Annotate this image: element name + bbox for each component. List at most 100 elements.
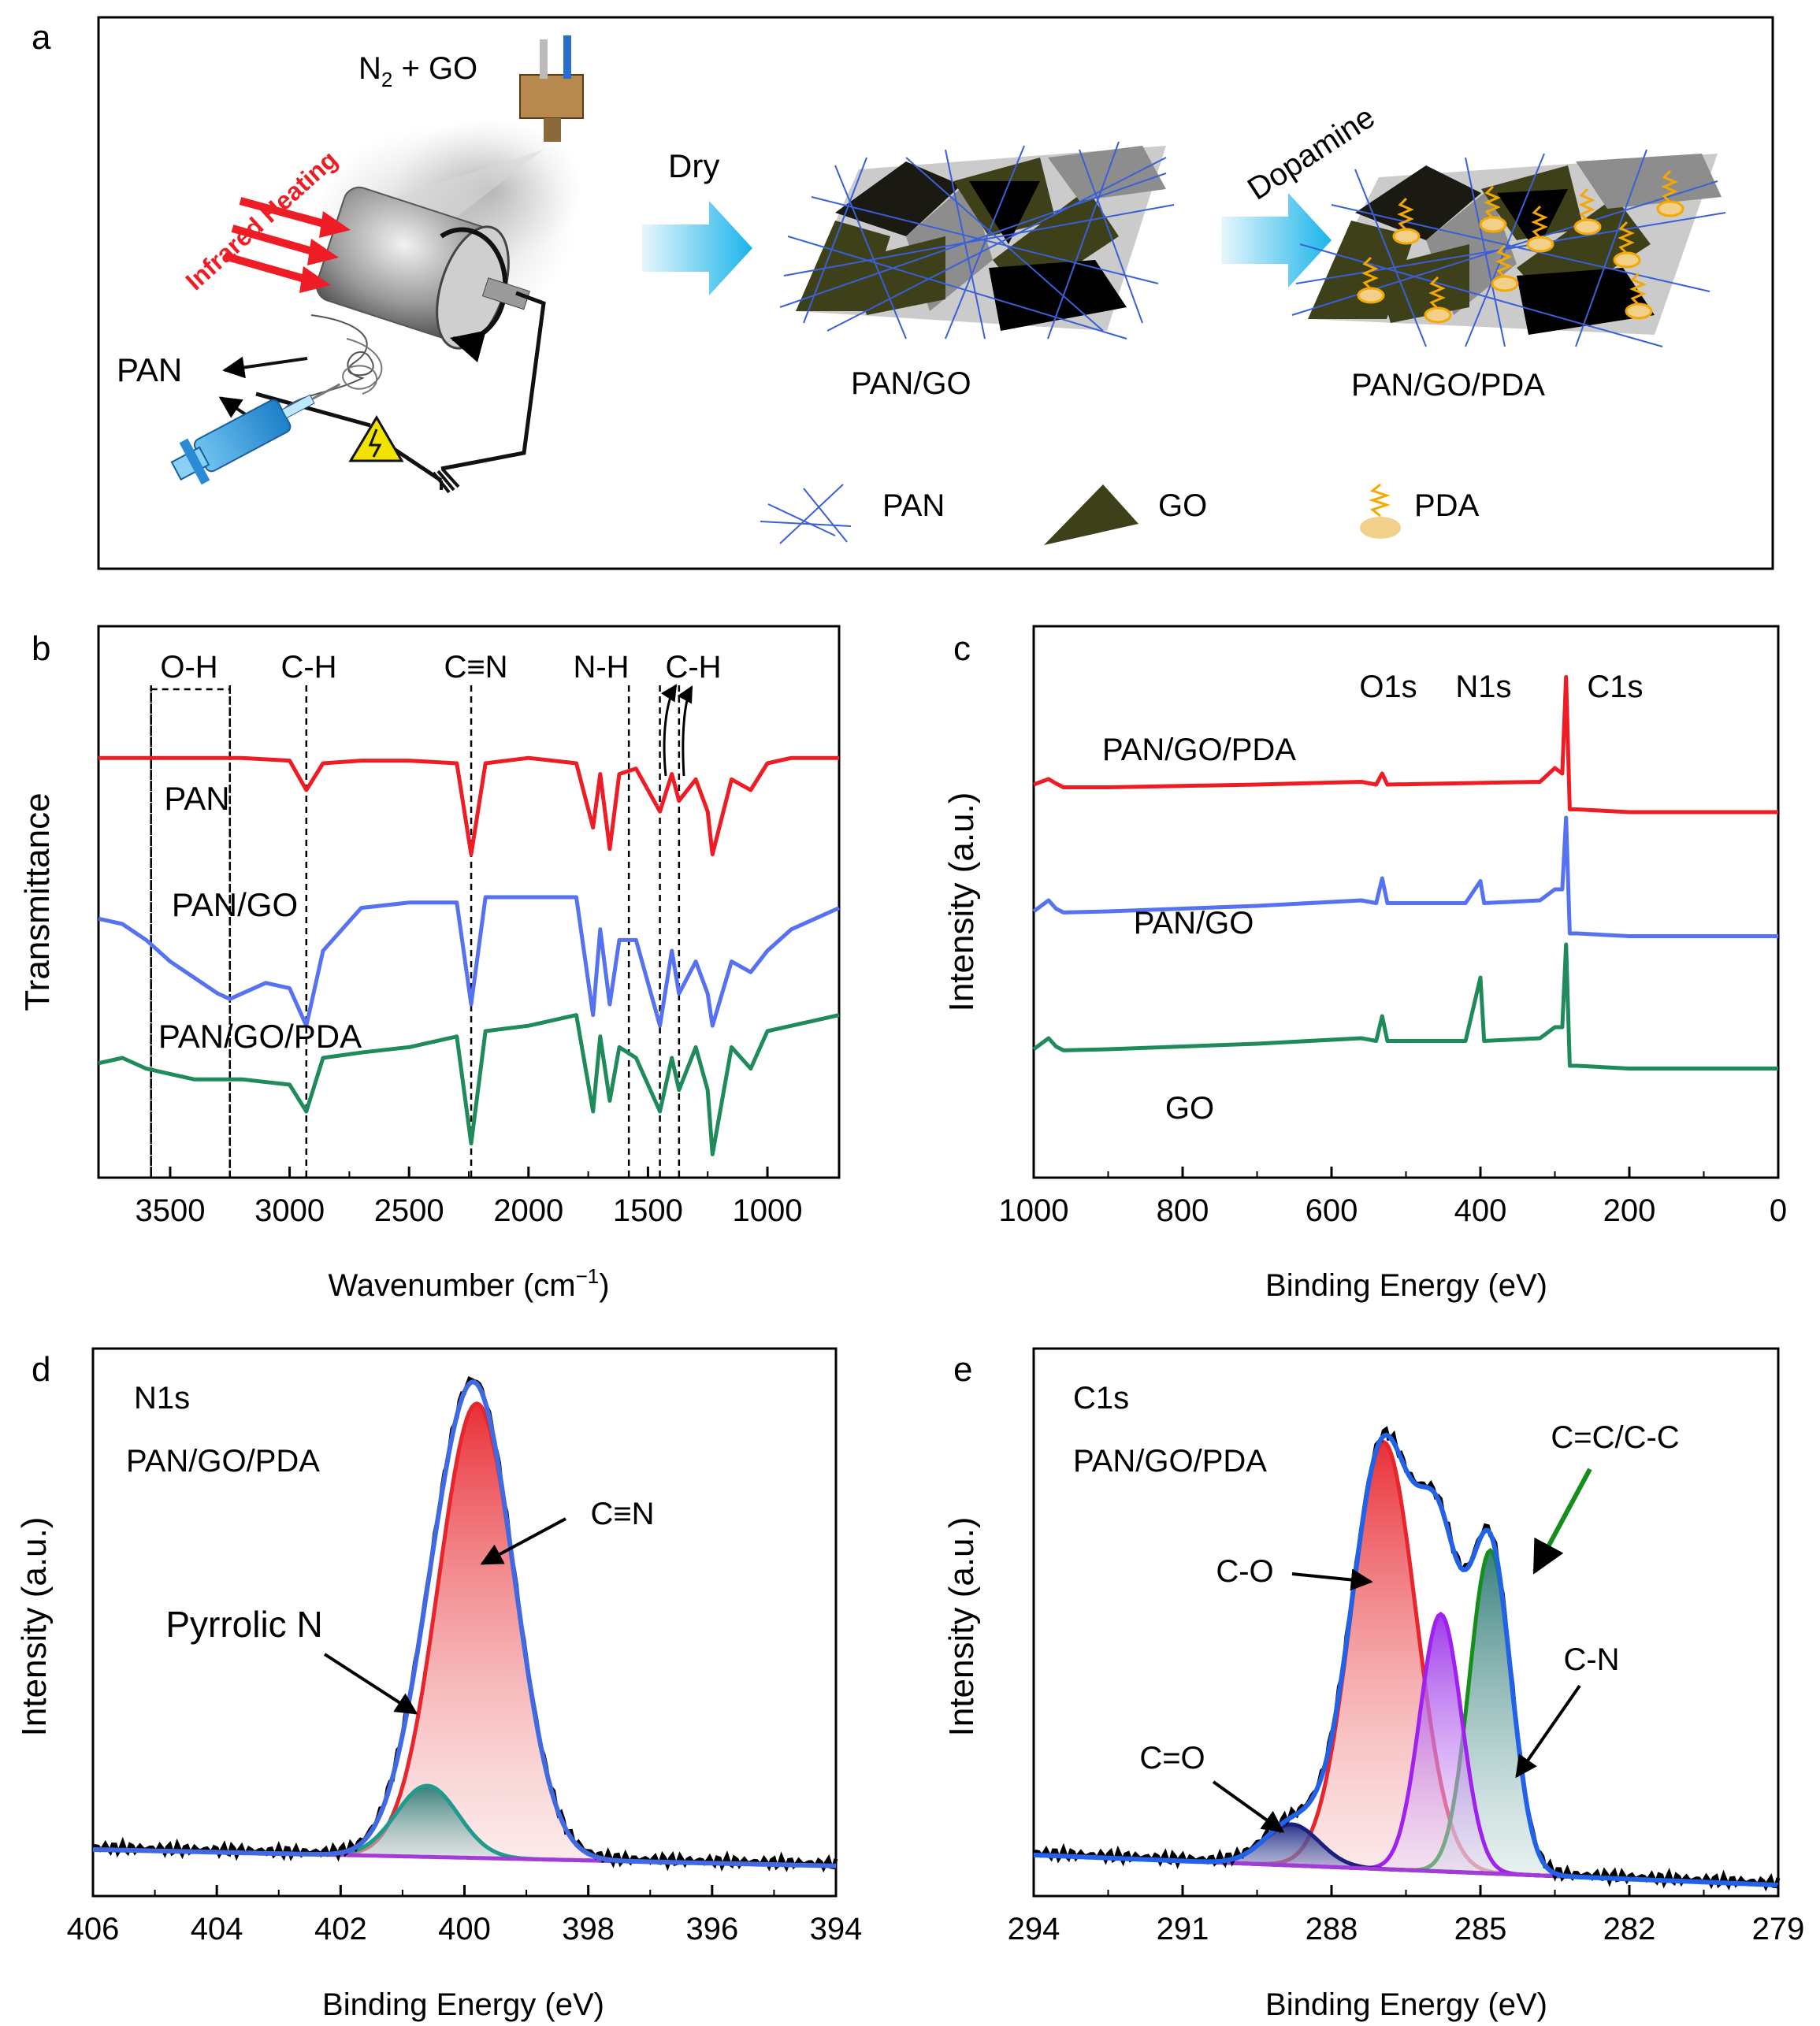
x-tick-label: 291	[1157, 1912, 1209, 1946]
annotation-n1s-c: N1s	[1455, 670, 1511, 704]
series-label-pangoo-b: PAN/GO	[172, 886, 298, 923]
series-label-pangopda-c: PAN/GO/PDA	[1102, 733, 1296, 767]
x-tick-label: 282	[1603, 1912, 1656, 1946]
dry-arrow-icon	[642, 201, 752, 295]
panel-d: d 406 404 402 400 398 396 394 Intensity (a.u.)…	[15, 1347, 863, 2022]
annotation-c-o-double-e: C=O	[1139, 1741, 1205, 1776]
ylabel-d: Intensity (a.u.)	[15, 1517, 54, 1737]
series-label-pan-b: PAN	[164, 780, 229, 817]
pan-legend-icon	[760, 484, 852, 544]
peak-fill-c-o	[1034, 1442, 1778, 1886]
series-line-pan-go-pda	[98, 1013, 840, 1156]
x-tick-label: 400	[438, 1912, 491, 1946]
schematic-legend: PAN GO PDA	[760, 483, 1480, 545]
subtitle-e: PAN/GO/PDA	[1073, 1444, 1267, 1479]
annotation-co-e: C-O	[1216, 1554, 1273, 1589]
x-tick-label: 279	[1752, 1912, 1805, 1946]
annotation-nh-b: N-H	[573, 650, 629, 685]
panel-e: e 294 291 288 285 282 279 Intensity (a.u.) Bi…	[942, 1347, 1805, 2022]
x-tick-label: 1500	[613, 1193, 683, 1228]
x-tick-label: 404	[191, 1912, 243, 1946]
high-voltage-icon	[348, 415, 404, 462]
xlabel-e: Binding Energy (eV)	[1265, 1987, 1547, 2022]
x-tick-label: 398	[562, 1912, 615, 1946]
x-tick-label: 288	[1306, 1912, 1358, 1946]
x-tick-label: 2000	[493, 1193, 563, 1228]
x-tick-label: 396	[685, 1912, 738, 1946]
product1-label: PAN/GO	[851, 366, 971, 401]
annotation-cn-e: C-N	[1563, 1642, 1619, 1677]
gas-label: N	[358, 51, 381, 86]
x-tick-label: 600	[1306, 1193, 1358, 1228]
annotation-oh-b: O-H	[160, 650, 217, 685]
product2-label: PAN/GO/PDA	[1351, 368, 1545, 403]
series-label-pango-c: PAN/GO	[1134, 906, 1254, 941]
x-tick-label: 406	[67, 1912, 120, 1946]
series-line-pan-go	[1032, 815, 1778, 938]
panel-c: c 1000 800 600 400 200 0 Intensity (a.u.) Bin…	[942, 625, 1787, 1303]
gas-nozzle-icon	[519, 74, 584, 119]
title-e: C1s	[1073, 1381, 1129, 1416]
ylabel-b: Transmittance	[18, 792, 57, 1011]
pda-particles	[1357, 169, 1684, 324]
annotation-pyrrolic-d: Pyrrolic N	[165, 1604, 322, 1645]
x-tick-label: 294	[1008, 1912, 1060, 1946]
series-line-pan-go-pda	[1032, 942, 1778, 1071]
oh-region-box	[150, 688, 232, 1179]
x-tick-label: 2500	[374, 1193, 444, 1228]
x-tick-label: 1000	[733, 1193, 803, 1228]
rotation-arrow-icon	[440, 227, 508, 362]
panel-b: b 3500 3000 2500 2000 1500 1000 Transmittance…	[18, 625, 841, 1303]
x-tick-label: 402	[314, 1912, 367, 1946]
series-label-pangopda-b: PAN/GO/PDA	[158, 1018, 362, 1055]
x-tick-label: 0	[1770, 1193, 1787, 1228]
drum-shaft	[481, 277, 530, 310]
panel-label-a: a	[32, 18, 51, 57]
circuit-wire	[440, 291, 546, 471]
x-tick-label: 1000	[999, 1193, 1069, 1228]
x-tick-label: 3000	[254, 1193, 325, 1228]
panel-a: a N2 + GO Infrared Heating	[32, 16, 1774, 570]
legend-pan-label: PAN	[882, 488, 945, 523]
series-line-pan	[98, 755, 839, 857]
dopamine-arrow-icon	[1221, 193, 1332, 288]
pan-go-membrane	[779, 141, 1175, 340]
dry-label: Dry	[668, 147, 719, 184]
svg-text:N2 + GO: N2 + GO	[358, 51, 477, 91]
annotation-cn-b: C≡N	[444, 650, 507, 685]
fiber-jet	[283, 314, 374, 410]
xlabel-b: Wavenumber (cm−1)	[328, 1264, 609, 1303]
annotation-o1s-c: O1s	[1359, 670, 1417, 704]
electrospinning-setup: N2 + GO Infrared Heating	[117, 35, 584, 494]
ground-icon	[432, 468, 460, 494]
panel-label-e: e	[953, 1350, 972, 1389]
pan-go-pda-membrane	[1291, 149, 1726, 347]
annotation-ch2-b: C-H	[665, 650, 721, 685]
series-line-go	[1033, 675, 1778, 814]
pan-label: PAN	[117, 351, 182, 388]
legend-go-label: GO	[1158, 488, 1207, 523]
pda-legend-icon	[1360, 483, 1401, 539]
x-tick-label: 400	[1454, 1193, 1507, 1228]
title-d: N1s	[134, 1381, 190, 1416]
ylabel-c: Intensity (a.u.)	[942, 792, 981, 1012]
x-tick-label: 394	[810, 1912, 863, 1946]
envelope-fit-line	[92, 1379, 837, 1868]
x-tick-label: 800	[1157, 1193, 1209, 1228]
annotation-cc-e: C=C/C-C	[1551, 1420, 1679, 1455]
subtitle-d: PAN/GO/PDA	[126, 1444, 320, 1479]
heat-arrows-icon	[223, 197, 351, 293]
legend-pda-label: PDA	[1414, 488, 1480, 523]
gas-subscript: 2	[381, 68, 392, 91]
panel-label-b: b	[32, 629, 50, 668]
xlabel-c: Binding Energy (eV)	[1265, 1268, 1547, 1303]
x-tick-label: 285	[1454, 1912, 1507, 1946]
peak-fill-c-n	[93, 1403, 836, 1866]
go-legend-icon	[1044, 484, 1138, 545]
schematic-frame	[97, 16, 1774, 570]
panel-label-d: d	[32, 1350, 50, 1389]
syringe-icon	[170, 383, 341, 485]
x-tick-label: 3500	[135, 1193, 205, 1228]
annotation-c1s-c: C1s	[1587, 670, 1643, 704]
